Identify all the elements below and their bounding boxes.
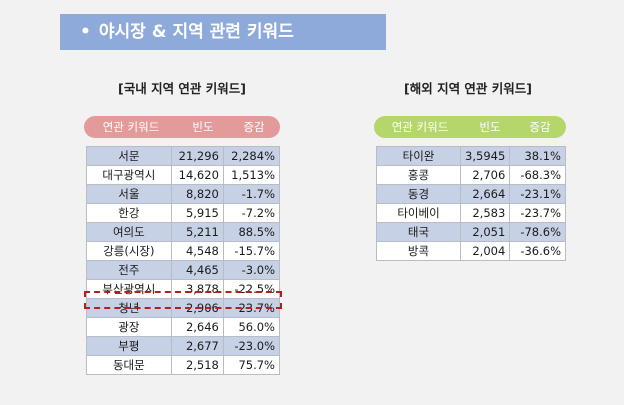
- table-row: 동대문 2,518 75.7%: [86, 355, 281, 375]
- table-row: 타이완 3,5945 38.1%: [375, 146, 566, 166]
- frequency-cell: 21,296: [170, 146, 224, 166]
- header-keyword: 연관 키워드: [102, 120, 160, 134]
- frequency-cell: 2,518: [170, 355, 224, 375]
- header-change: 증감: [243, 120, 265, 134]
- frequency-cell: 3,5945: [460, 146, 511, 166]
- frequency-cell: 4,548: [170, 241, 224, 261]
- table-row: 태국 2,051 -78.6%: [375, 222, 566, 242]
- keyword-cell: 타이완: [375, 146, 462, 166]
- change-cell: 56.0%: [222, 317, 281, 337]
- overseas-table-title: [해외 지역 연관 키워드]: [404, 81, 532, 96]
- change-cell: -78.6%: [509, 222, 566, 242]
- frequency-cell: 2,004: [460, 241, 511, 261]
- table-row: 동경 2,664 -23.1%: [375, 184, 566, 204]
- table-row: 홍콩 2,706 -68.3%: [375, 165, 566, 185]
- keyword-cell: 동경: [375, 184, 462, 204]
- change-cell: 88.5%: [222, 222, 281, 242]
- change-cell: 2,284%: [222, 146, 281, 166]
- bullet: •: [80, 22, 91, 42]
- keyword-cell: 홍콩: [375, 165, 462, 185]
- table-row: 대구광역시 14,620 1,513%: [86, 165, 281, 185]
- change-cell: 1,513%: [222, 165, 281, 185]
- change-cell: -22.5%: [222, 279, 281, 299]
- frequency-cell: 2,677: [170, 336, 224, 356]
- change-cell: -23.1%: [509, 184, 566, 204]
- table-row: 여의도 5,211 88.5%: [86, 222, 281, 242]
- domestic-table-header: 연관 키워드 빈도 증감: [84, 116, 280, 138]
- frequency-cell: 2,646: [170, 317, 224, 337]
- change-cell: -23.7%: [509, 203, 566, 223]
- keyword-cell: 한강: [86, 203, 172, 223]
- keyword-cell: 대구광역시: [86, 165, 172, 185]
- domestic-table-title: [국내 지역 연관 키워드]: [118, 81, 246, 96]
- change-cell: -36.6%: [509, 241, 566, 261]
- keyword-cell: 태국: [375, 222, 462, 242]
- keyword-cell: 부평: [86, 336, 172, 356]
- table-row: 타이베이 2,583 -23.7%: [375, 203, 566, 223]
- header-change: 증감: [529, 120, 551, 134]
- table-row: 부평 2,677 -23.0%: [86, 336, 281, 356]
- header-keyword: 연관 키워드: [391, 120, 449, 134]
- frequency-cell: 2,664: [460, 184, 511, 204]
- frequency-cell: 2,583: [460, 203, 511, 223]
- header-frequency: 빈도: [192, 120, 214, 134]
- highlight-box: [84, 291, 282, 309]
- frequency-cell: 5,915: [170, 203, 224, 223]
- section-title: 야시장 & 지역 관련 키워드: [98, 22, 294, 42]
- keyword-cell: 강릉(시장): [86, 241, 172, 261]
- keyword-cell: 여의도: [86, 222, 172, 242]
- change-cell: 75.7%: [222, 355, 281, 375]
- domestic-keyword-table: 서문 21,296 2,284% 대구광역시 14,620 1,513% 서울 8,820 -1…: [86, 146, 281, 375]
- overseas-keyword-table: 타이완 3,5945 38.1% 홍콩 2,706 -68.3% 동경 2,664 -23.1%…: [375, 146, 566, 261]
- keyword-cell: 광장: [86, 317, 172, 337]
- change-cell: -3.0%: [222, 260, 281, 280]
- frequency-cell: 2,706: [460, 165, 511, 185]
- change-cell: -15.7%: [222, 241, 281, 261]
- table-row: 전주 4,465 -3.0%: [86, 260, 281, 280]
- table-row: 한강 5,915 -7.2%: [86, 203, 281, 223]
- keyword-cell: 방콕: [375, 241, 462, 261]
- table-row: 광장 2,646 56.0%: [86, 317, 281, 337]
- keyword-cell: 타이베이: [375, 203, 462, 223]
- change-cell: -1.7%: [222, 184, 281, 204]
- change-cell: -68.3%: [509, 165, 566, 185]
- change-cell: -7.2%: [222, 203, 281, 223]
- change-cell: -23.0%: [222, 336, 281, 356]
- frequency-cell: 5,211: [170, 222, 224, 242]
- frequency-cell: 8,820: [170, 184, 224, 204]
- keyword-cell: 서문: [86, 146, 172, 166]
- section-banner: • 야시장 & 지역 관련 키워드: [60, 14, 386, 50]
- frequency-cell: 2,051: [460, 222, 511, 242]
- keyword-cell: 서울: [86, 184, 172, 204]
- table-row: 서문 21,296 2,284%: [86, 146, 281, 166]
- keyword-cell: 전주: [86, 260, 172, 280]
- table-row: 강릉(시장) 4,548 -15.7%: [86, 241, 281, 261]
- change-cell: 38.1%: [509, 146, 566, 166]
- header-frequency: 빈도: [479, 120, 501, 134]
- frequency-cell: 14,620: [170, 165, 224, 185]
- keyword-cell: 동대문: [86, 355, 172, 375]
- frequency-cell: 4,465: [170, 260, 224, 280]
- table-row: 서울 8,820 -1.7%: [86, 184, 281, 204]
- overseas-table-header: 연관 키워드 빈도 증감: [374, 116, 566, 138]
- table-row: 방콕 2,004 -36.6%: [375, 241, 566, 261]
